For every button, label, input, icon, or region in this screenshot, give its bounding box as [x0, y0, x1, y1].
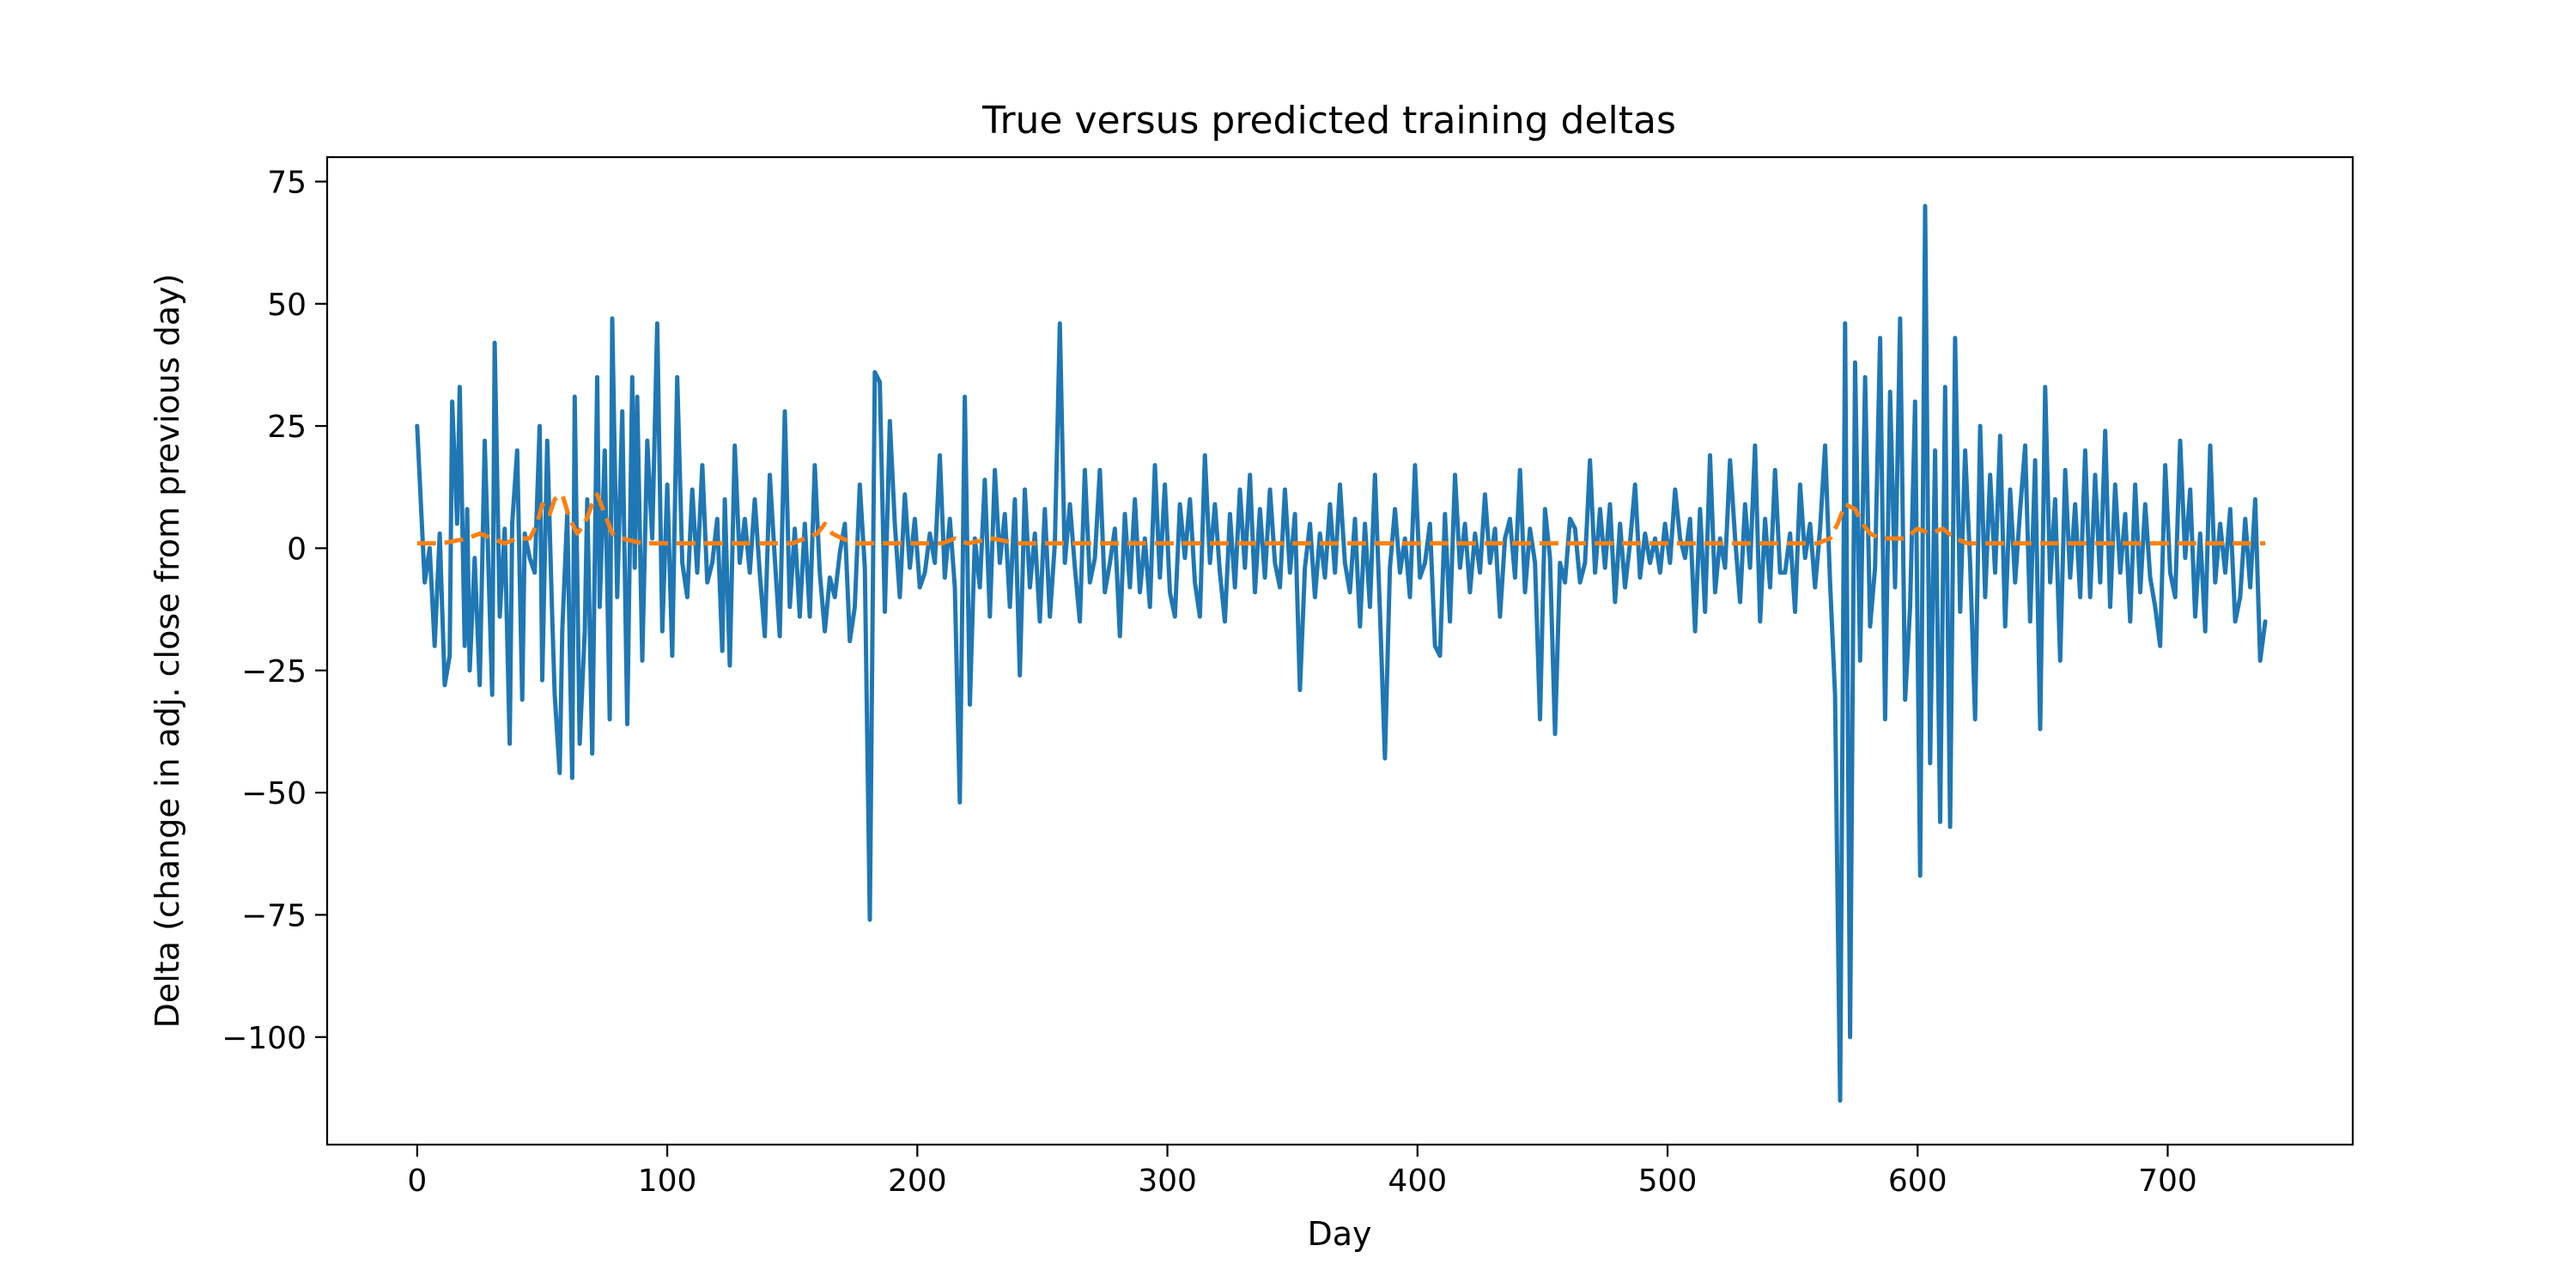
x-axis: 0 100 200 300 400 500 600 700: [407, 1145, 2197, 1199]
x-tick-label: 400: [1388, 1163, 1447, 1199]
y-tick-label: −75: [241, 898, 307, 933]
x-tick-label: 500: [1638, 1163, 1698, 1199]
x-tick-label: 200: [888, 1163, 947, 1199]
x-tick-label: 300: [1138, 1163, 1197, 1199]
x-tick-label: 100: [638, 1163, 697, 1199]
y-tick-label: 25: [267, 410, 307, 445]
y-axis-label: Delta (change in adj. close from previou…: [149, 274, 186, 1029]
series-line-true: [415, 204, 2268, 1103]
series-line-predicted: [416, 492, 2266, 546]
y-tick-label: 50: [267, 288, 307, 323]
y-tick-label: 0: [287, 532, 307, 567]
x-tick-label: 600: [1888, 1163, 1947, 1199]
x-axis-label: Day: [1307, 1215, 1371, 1253]
y-tick-label: 75: [267, 165, 307, 200]
x-tick-label: 700: [2138, 1163, 2197, 1199]
series-layer: [415, 204, 2268, 1103]
y-tick-label: −25: [241, 654, 307, 690]
chart-title: True versus predicted training deltas: [981, 99, 1676, 143]
y-tick-label: −50: [241, 776, 307, 811]
x-tick-label: 0: [407, 1163, 427, 1199]
y-axis: 75 50 25 0 −25 −50 −75 −100: [222, 165, 327, 1056]
plot-frame: [325, 155, 2354, 1146]
y-tick-label: −100: [222, 1021, 307, 1056]
